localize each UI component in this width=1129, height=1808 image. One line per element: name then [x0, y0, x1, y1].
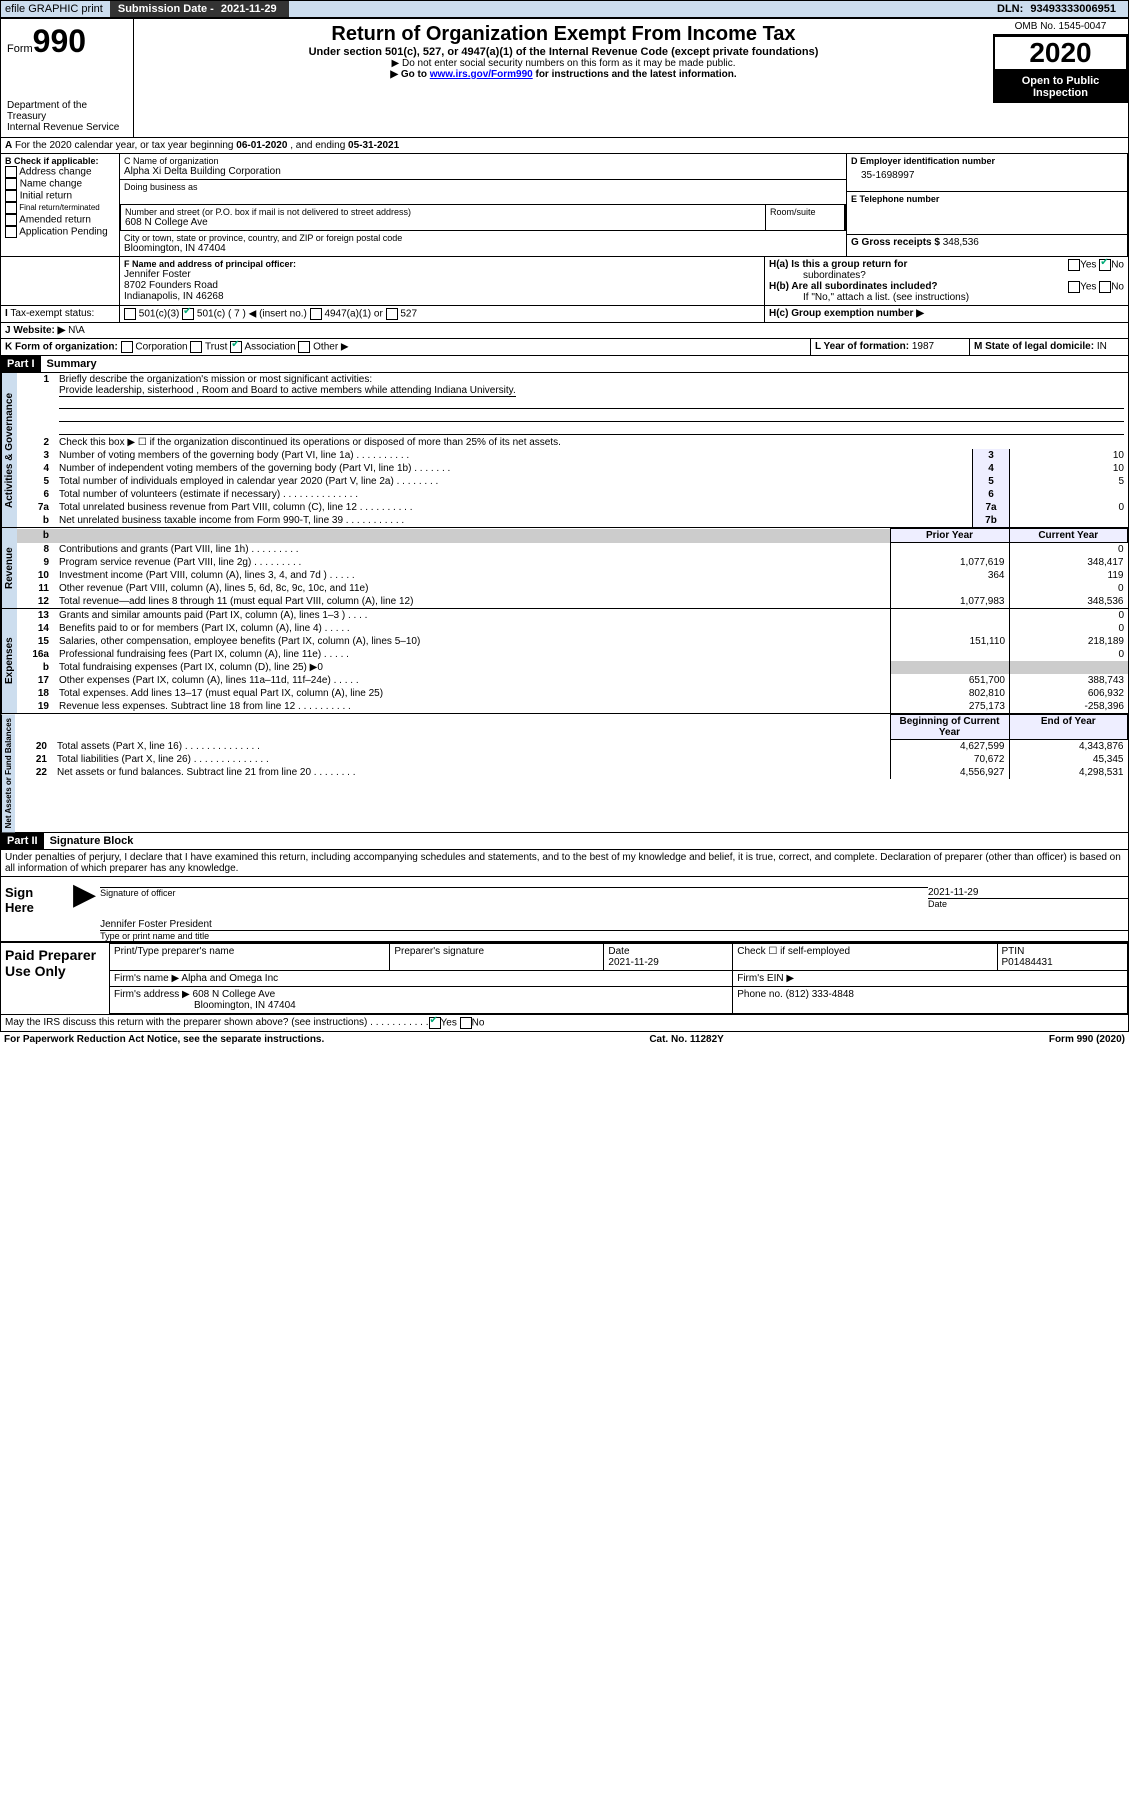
Ha2: subordinates?: [769, 270, 1124, 281]
cb-pending[interactable]: Application Pending: [5, 226, 115, 238]
ein: 35-1698997: [851, 166, 1123, 189]
submission-btn[interactable]: Submission Date - 2021-11-29: [110, 1, 289, 17]
form-ref: Form 990 (2020): [1049, 1034, 1125, 1045]
sign-arrow-icon: ▶: [69, 877, 100, 941]
4947[interactable]: 4947(a)(1) or: [324, 309, 382, 320]
entity-block: B Check if applicable: Address change Na…: [0, 154, 1129, 257]
expenses-section: Expenses 13Grants and similar amounts pa…: [0, 609, 1129, 714]
form-990-number: 990: [33, 23, 86, 59]
part2-header: Part IISignature Block: [0, 833, 1129, 850]
row-I: I Tax-exempt status: 501(c)(3) 501(c) ( …: [0, 306, 1129, 323]
D-label: D Employer identification number: [851, 156, 1123, 166]
summary-table: Activities & Governance 1Briefly describ…: [0, 373, 1129, 528]
row-K: K Form of organization: Corporation Trus…: [0, 339, 1129, 356]
form-header: Form990 Department of the TreasuryIntern…: [0, 18, 1129, 138]
domicile: IN: [1097, 341, 1107, 352]
sig-officer-label: Signature of officer: [100, 888, 928, 898]
cb-name[interactable]: Name change: [5, 178, 115, 190]
officer-addr1: 8702 Founders Road: [124, 280, 760, 291]
form-word: Form: [7, 43, 33, 55]
dba-label: Doing business as: [124, 182, 842, 192]
city-state-zip: Bloomington, IN 47404: [124, 243, 842, 254]
col-boy: Beginning of Current Year: [890, 715, 1009, 740]
firm-name: Alpha and Omega Inc: [181, 973, 278, 984]
Hb: H(b) Are all subordinates included?Yes N…: [769, 281, 1124, 292]
gross-receipts: 348,536: [943, 237, 979, 248]
addr-label: Number and street (or P.O. box if mail i…: [125, 207, 761, 217]
efile-label: efile GRAPHIC print: [5, 3, 103, 15]
street-address: 608 N College Ave: [125, 217, 761, 228]
prep-date: Date2021-11-29: [604, 944, 733, 971]
dept1: Department of the Treasury: [7, 100, 87, 122]
side-revenue: Revenue: [1, 528, 17, 608]
cb-initial[interactable]: Initial return: [5, 190, 115, 202]
subtitle-1: Under section 501(c), 527, or 4947(a)(1)…: [138, 46, 989, 58]
side-governance: Activities & Governance: [1, 373, 17, 527]
officer-name: Jennifer Foster: [124, 269, 760, 280]
cb-final[interactable]: Final return/terminated: [5, 202, 115, 214]
prep-h0: Print/Type preparer's name: [110, 944, 390, 971]
row-F-H: F Name and address of principal officer:…: [0, 257, 1129, 306]
part1-header: Part ISummary: [0, 356, 1129, 373]
firm-ein-label: Firm's EIN ▶: [733, 971, 1128, 987]
F-label: F Name and address of principal officer:: [124, 259, 760, 269]
cb-address[interactable]: Address change: [5, 166, 115, 178]
E-label: E Telephone number: [851, 194, 1123, 204]
city-label: City or town, state or province, country…: [124, 233, 842, 243]
G-label: G Gross receipts $: [851, 237, 943, 248]
prep-ptin: PTINP01484431: [997, 944, 1127, 971]
signature-block: Sign Here ▶ Signature of officer2021-11-…: [0, 877, 1129, 942]
inspection-badge: Open to PublicInspection: [993, 71, 1128, 103]
omb-number: OMB No. 1545-0047: [993, 19, 1128, 35]
dln: DLN: 93493333006951: [997, 3, 1120, 15]
line2: Check this box ▶ ☐ if the organization d…: [55, 436, 1128, 449]
col-prior: Prior Year: [890, 529, 1009, 543]
page-footer: For Paperwork Reduction Act Notice, see …: [0, 1032, 1129, 1047]
paperwork-notice: For Paperwork Reduction Act Notice, see …: [4, 1034, 324, 1045]
discuss-row: May the IRS discuss this return with the…: [0, 1015, 1129, 1032]
sig-name: Jennifer Foster President: [100, 909, 1128, 931]
room-label: Room/suite: [770, 207, 840, 217]
row-J: J Website: ▶ N\A: [0, 323, 1129, 339]
sig-date: 2021-11-29: [928, 877, 1128, 899]
B-label: B Check if applicable:: [5, 156, 115, 166]
501c3[interactable]: 501(c)(3): [139, 309, 180, 320]
paid-preparer-label: Paid Preparer Use Only: [1, 943, 109, 1014]
side-net: Net Assets or Fund Balances: [1, 714, 15, 832]
netassets-section: Net Assets or Fund Balances Beginning of…: [0, 714, 1129, 833]
501c[interactable]: 501(c) ( 7 ) ◀ (insert no.): [197, 309, 307, 320]
subtitle-3: ▶ Go to www.irs.gov/Form990 for instruct…: [138, 69, 989, 80]
prep-selfemp[interactable]: Check ☐ if self-employed: [733, 944, 997, 971]
Hc: H(c) Group exemption number ▶: [769, 308, 924, 319]
col-current: Current Year: [1009, 529, 1128, 543]
C-name-label: C Name of organization: [124, 156, 842, 166]
tax-year: 2020: [993, 35, 1128, 71]
org-name: Alpha Xi Delta Building Corporation: [124, 166, 842, 177]
website: N\A: [68, 325, 85, 336]
Ha: H(a) Is this a group return forYes No: [769, 259, 1124, 270]
preparer-block: Paid Preparer Use Only Print/Type prepar…: [0, 942, 1129, 1015]
cat-no: Cat. No. 11282Y: [649, 1034, 723, 1045]
firm-addr: 608 N College Ave: [193, 989, 276, 1000]
cb-amended[interactable]: Amended return: [5, 214, 115, 226]
sign-here: Sign Here: [1, 877, 69, 941]
officer-addr2: Indianapolis, IN 46268: [124, 291, 760, 302]
subtitle-2: ▶ Do not enter social security numbers o…: [138, 58, 989, 69]
527[interactable]: 527: [400, 309, 417, 320]
col-eoy: End of Year: [1009, 715, 1128, 740]
top-bar: efile GRAPHIC print Submission Date - 20…: [0, 0, 1129, 18]
perjury-declaration: Under penalties of perjury, I declare th…: [0, 850, 1129, 877]
prep-h1: Preparer's signature: [390, 944, 604, 971]
main-title: Return of Organization Exempt From Incom…: [138, 23, 989, 46]
firm-phone: (812) 333-4848: [786, 989, 854, 1000]
revenue-section: Revenue bPrior YearCurrent Year 8Contrib…: [0, 528, 1129, 609]
year-formation: 1987: [912, 341, 934, 352]
H-note: If "No," attach a list. (see instruction…: [769, 292, 1124, 303]
row-A: A For the 2020 calendar year, or tax yea…: [0, 138, 1129, 154]
mission: Provide leadership, sisterhood , Room an…: [59, 385, 516, 397]
instructions-link[interactable]: www.irs.gov/Form990: [430, 69, 533, 80]
dept2: Internal Revenue Service: [7, 122, 119, 133]
side-expenses: Expenses: [1, 609, 17, 713]
